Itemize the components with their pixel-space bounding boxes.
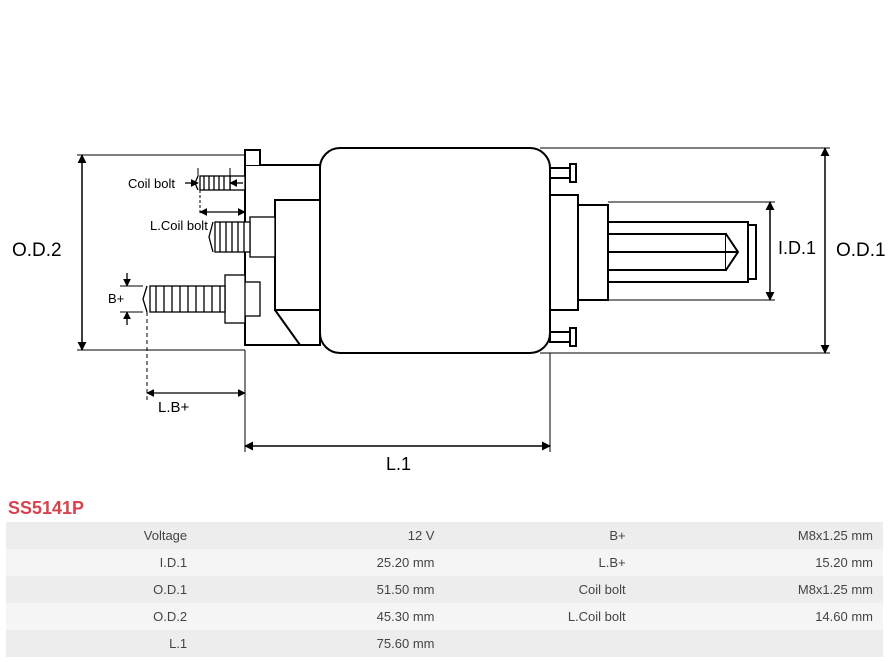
spec-label: L.1 xyxy=(6,630,197,657)
spec-label: L.B+ xyxy=(444,549,635,576)
spec-label: O.D.2 xyxy=(6,603,197,630)
label-id1: I.D.1 xyxy=(778,238,816,258)
solenoid-diagram-svg: O.D.2 O.D.1 I.D.1 Coil bolt L.Coil bolt … xyxy=(0,0,889,490)
label-b-plus: B+ xyxy=(108,291,124,306)
spec-value: 25.20 mm xyxy=(197,549,444,576)
table-row: O.D.1 51.50 mm Coil bolt M8x1.25 mm xyxy=(6,576,883,603)
label-l1: L.1 xyxy=(386,454,411,474)
table-row: I.D.1 25.20 mm L.B+ 15.20 mm xyxy=(6,549,883,576)
table-row: L.1 75.60 mm xyxy=(6,630,883,657)
part-number: SS5141P xyxy=(8,498,84,519)
table-row: O.D.2 45.30 mm L.Coil bolt 14.60 mm xyxy=(6,603,883,630)
spec-label: O.D.1 xyxy=(6,576,197,603)
label-coil-bolt: Coil bolt xyxy=(128,176,175,191)
spec-label: Coil bolt xyxy=(444,576,635,603)
spec-value: M8x1.25 mm xyxy=(636,576,883,603)
spec-value: 12 V xyxy=(197,522,444,549)
label-od2: O.D.2 xyxy=(12,240,62,261)
label-l-b-plus: L.B+ xyxy=(158,399,190,416)
spec-value: M8x1.25 mm xyxy=(636,522,883,549)
spec-value: 75.60 mm xyxy=(197,630,444,657)
technical-diagram: O.D.2 O.D.1 I.D.1 Coil bolt L.Coil bolt … xyxy=(0,0,889,490)
spec-label xyxy=(444,630,635,657)
spec-value: 15.20 mm xyxy=(636,549,883,576)
label-l-coil-bolt: L.Coil bolt xyxy=(150,218,208,233)
spec-label: L.Coil bolt xyxy=(444,603,635,630)
spec-value xyxy=(636,630,883,657)
spec-value: 45.30 mm xyxy=(197,603,444,630)
spec-value: 51.50 mm xyxy=(197,576,444,603)
spec-table: Voltage 12 V B+ M8x1.25 mm I.D.1 25.20 m… xyxy=(6,522,883,657)
table-row: Voltage 12 V B+ M8x1.25 mm xyxy=(6,522,883,549)
spec-label: B+ xyxy=(444,522,635,549)
spec-value: 14.60 mm xyxy=(636,603,883,630)
spec-label: I.D.1 xyxy=(6,549,197,576)
spec-label: Voltage xyxy=(6,522,197,549)
label-od1: O.D.1 xyxy=(836,240,886,261)
